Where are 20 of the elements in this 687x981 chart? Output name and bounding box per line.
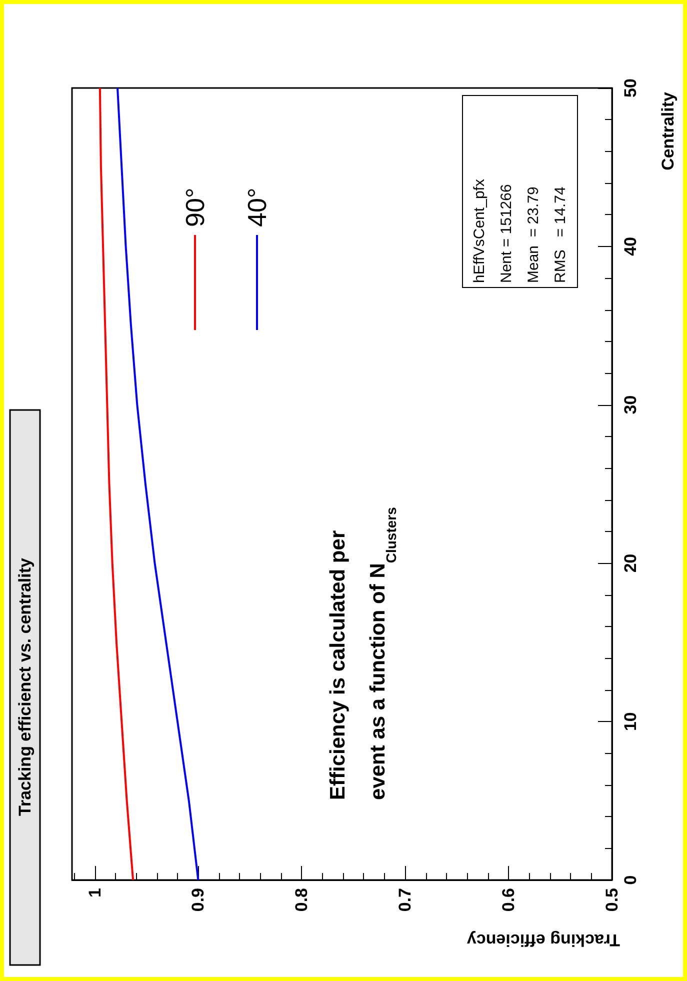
x-tick-label: 0.6 [499,888,518,912]
annotation: Efficiency is calculated per event as a function of NClusters [326,506,399,800]
x-tick-label: 0.8 [292,888,312,912]
y-tick-label: 10 [621,712,640,732]
text: Tracking efficienct vs. centrality [16,557,34,816]
x-tick-label: 0.9 [188,888,208,912]
y-tick-label: 40 [621,236,640,256]
y-tick-label: 50 [621,78,640,98]
text: 40° [242,188,272,227]
text: 90° [180,188,210,227]
y-tick-label: 20 [621,554,640,573]
x-tick-label: 1 [85,888,104,898]
stats-box: hEffVsCent_pfx Nent = 151266 Mean = 23.79 RMS = 14.74 [462,95,578,288]
x-tick-label: 0.5 [602,888,622,912]
x-tick-label: 0.7 [396,888,415,912]
y-tick-label: 0 [621,875,640,885]
y-axis-title: Centrality [658,91,678,170]
line-series [98,87,134,881]
x-axis-title: Tracking efficiency [466,930,620,950]
y-tick-label: 30 [621,395,640,414]
